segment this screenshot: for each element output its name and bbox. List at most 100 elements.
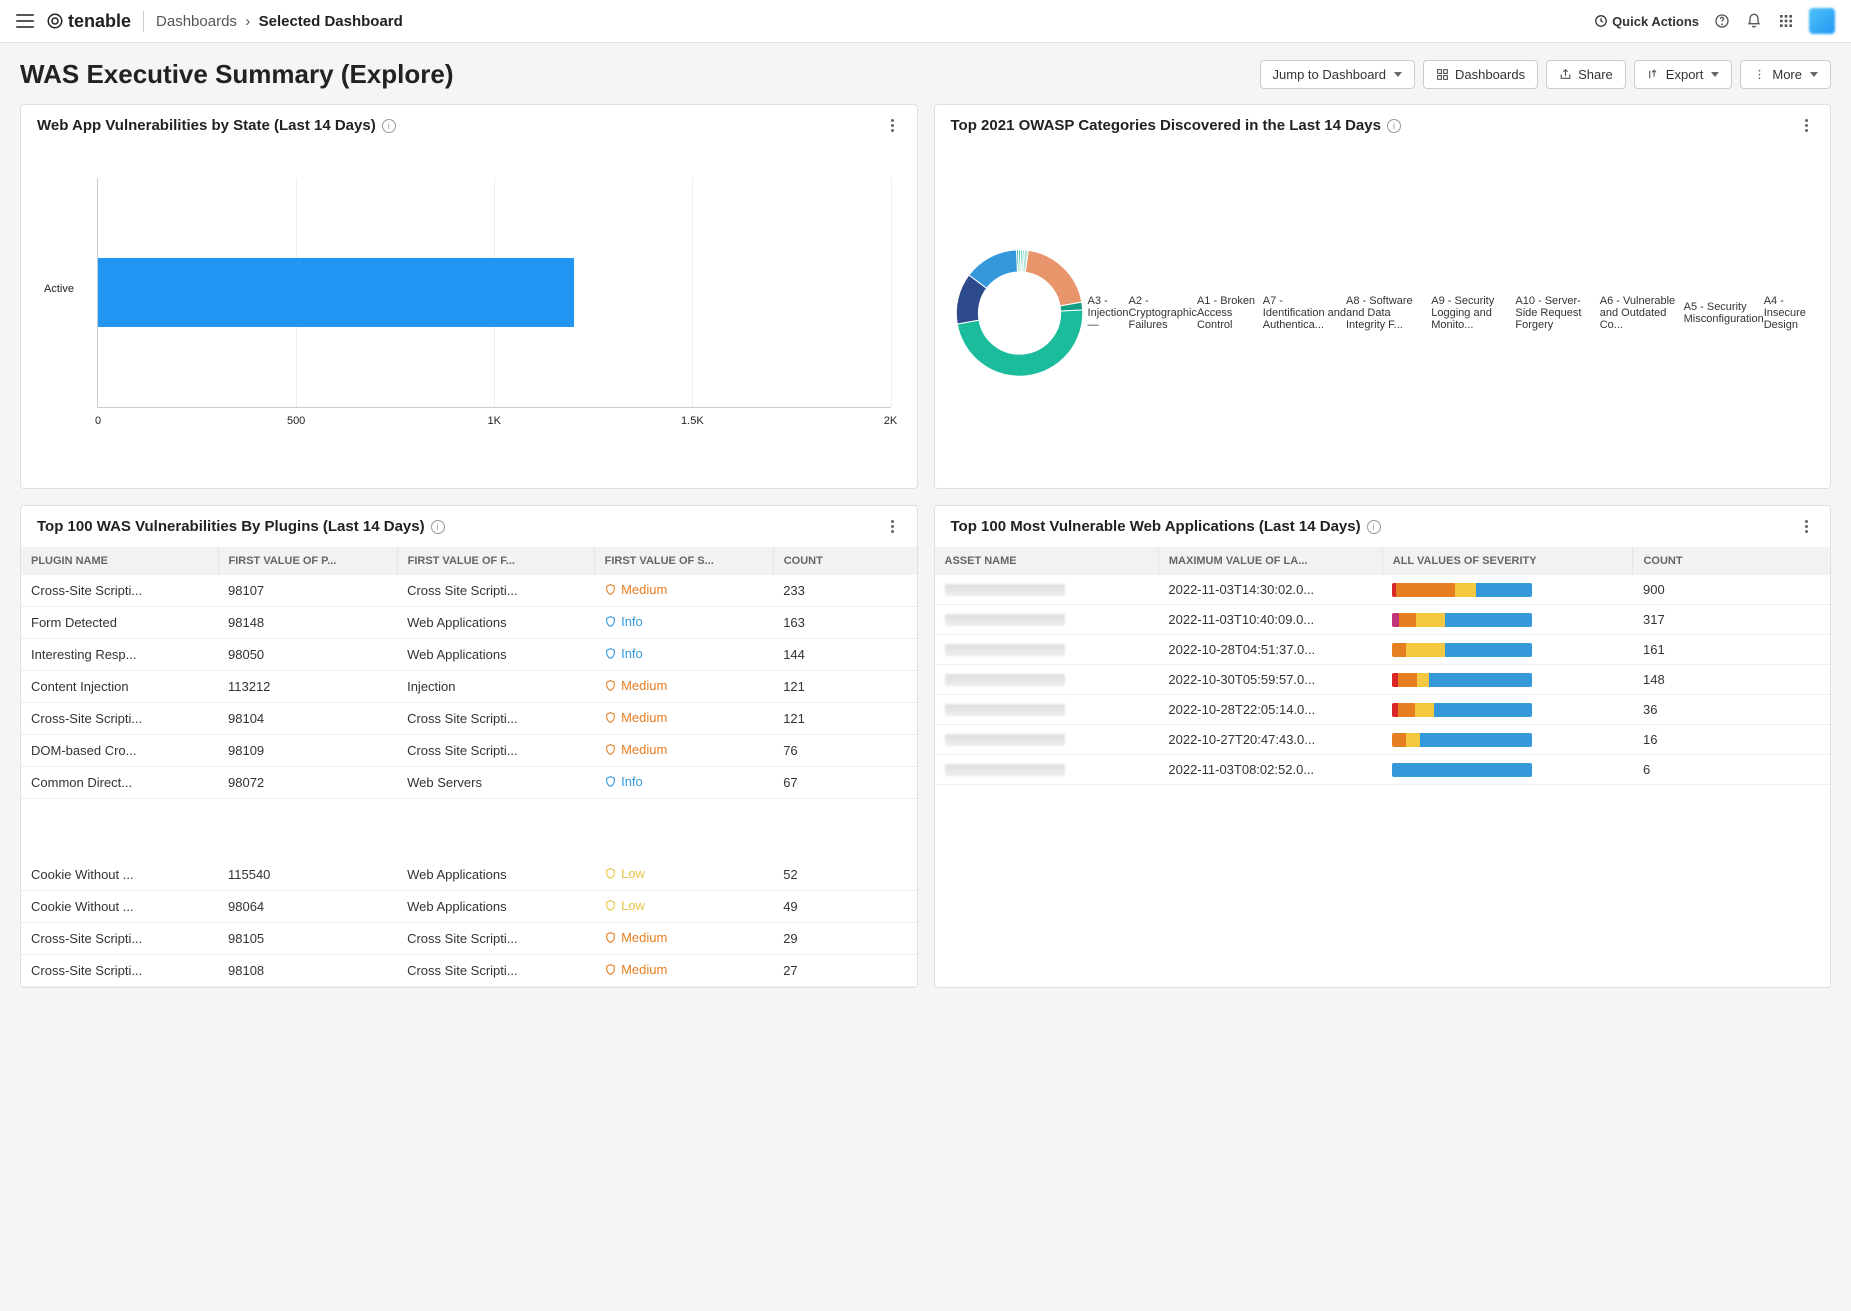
table-row[interactable]: Cross-Site Scripti...98108Cross Site Scr… (21, 954, 917, 986)
asset-name-redacted (945, 734, 1065, 746)
info-icon[interactable]: i (431, 520, 445, 534)
table-row[interactable]: 2022-10-28T22:05:14.0...36 (935, 695, 1831, 725)
clock-icon (1594, 14, 1608, 28)
jump-to-dashboard-button[interactable]: Jump to Dashboard (1260, 60, 1415, 89)
severity-badge: Medium (604, 930, 667, 945)
column-header[interactable]: FIRST VALUE OF F... (397, 547, 594, 575)
table-row[interactable]: 2022-10-27T20:47:43.0...16 (935, 725, 1831, 755)
severity-bar (1392, 763, 1532, 777)
shield-icon (604, 679, 617, 692)
shield-icon (604, 711, 617, 724)
column-header[interactable]: ASSET NAME (935, 547, 1159, 575)
logo-text: tenable (68, 11, 131, 32)
apps-icon[interactable] (1777, 12, 1795, 30)
table-row[interactable]: Cookie Without ...115540Web Applications… (21, 859, 917, 891)
shield-icon (604, 931, 617, 944)
quick-actions-label: Quick Actions (1612, 14, 1699, 29)
severity-bar (1392, 613, 1532, 627)
logo-icon (46, 12, 64, 30)
help-icon[interactable] (1713, 12, 1731, 30)
severity-badge: Medium (604, 710, 667, 725)
info-icon[interactable]: i (1367, 520, 1381, 534)
info-icon[interactable]: i (1387, 119, 1401, 133)
table-row[interactable]: Form Detected98148Web ApplicationsInfo16… (21, 607, 917, 639)
asset-name-redacted (945, 764, 1065, 776)
info-icon[interactable]: i (382, 119, 396, 133)
severity-bar (1392, 673, 1532, 687)
share-button[interactable]: Share (1546, 60, 1626, 89)
column-header[interactable]: MAXIMUM VALUE OF LA... (1158, 547, 1382, 575)
column-header[interactable]: PLUGIN NAME (21, 547, 218, 575)
crumb-root[interactable]: Dashboards (156, 13, 237, 30)
card-title: Web App Vulnerabilities by State (Last 1… (37, 117, 376, 134)
export-button[interactable]: Export (1634, 60, 1733, 89)
card-title: Top 100 Most Vulnerable Web Applications… (951, 518, 1361, 535)
crumb-leaf: Selected Dashboard (259, 13, 403, 30)
menu-icon[interactable] (16, 14, 34, 28)
column-header[interactable]: ALL VALUES OF SEVERITY (1382, 547, 1633, 575)
table-row[interactable]: Cookie Without ...98064Web ApplicationsL… (21, 890, 917, 922)
dashboards-button[interactable]: Dashboards (1423, 60, 1538, 89)
card-title: Top 100 WAS Vulnerabilities By Plugins (… (37, 518, 425, 535)
logo[interactable]: tenable (46, 11, 144, 32)
page-header: WAS Executive Summary (Explore) Jump to … (20, 59, 1831, 90)
shield-icon (604, 743, 617, 756)
card-menu-icon[interactable] (1798, 520, 1814, 533)
table-row[interactable]: Common Direct...98072Web ServersInfo67 (21, 767, 917, 799)
severity-badge: Medium (604, 582, 667, 597)
table-row[interactable]: 2022-11-03T10:40:09.0...317 (935, 605, 1831, 635)
page-title: WAS Executive Summary (Explore) (20, 59, 1252, 90)
table-row[interactable]: Cross-Site Scripti...98104Cross Site Scr… (21, 703, 917, 735)
column-header[interactable]: COUNT (1633, 547, 1830, 575)
shield-icon (604, 867, 617, 880)
share-icon (1559, 68, 1572, 81)
shield-icon (604, 899, 617, 912)
severity-badge: Low (604, 898, 645, 913)
table-row[interactable]: Interesting Resp...98050Web Applications… (21, 639, 917, 671)
chevron-down-icon (1810, 72, 1818, 77)
chevron-down-icon (1394, 72, 1402, 77)
severity-badge: Low (604, 866, 645, 881)
severity-badge: Info (604, 774, 643, 789)
card-menu-icon[interactable] (1798, 119, 1814, 132)
column-header[interactable]: COUNT (773, 547, 916, 575)
card-title: Top 2021 OWASP Categories Discovered in … (951, 117, 1381, 134)
severity-badge: Medium (604, 962, 667, 977)
bar-chart: 05001K1.5K2KActive (97, 178, 891, 408)
bell-icon[interactable] (1745, 12, 1763, 30)
asset-name-redacted (945, 644, 1065, 656)
card-owasp-categories: Top 2021 OWASP Categories Discovered in … (934, 104, 1832, 489)
asset-name-redacted (945, 704, 1065, 716)
table-row[interactable]: 2022-11-03T14:30:02.0...900 (935, 575, 1831, 605)
card-vulns-by-state: Web App Vulnerabilities by State (Last 1… (20, 104, 918, 489)
severity-bar (1392, 733, 1532, 747)
avatar[interactable] (1809, 8, 1835, 34)
asset-name-redacted (945, 674, 1065, 686)
card-menu-icon[interactable] (885, 520, 901, 533)
card-menu-icon[interactable] (885, 119, 901, 132)
column-header[interactable]: FIRST VALUE OF P... (218, 547, 397, 575)
severity-badge: Medium (604, 678, 667, 693)
table-row[interactable]: 2022-11-03T08:02:52.0...6 (935, 755, 1831, 785)
more-button[interactable]: More (1740, 60, 1831, 89)
shield-icon (604, 615, 617, 628)
table-row[interactable]: Cross-Site Scripti...98105Cross Site Scr… (21, 922, 917, 954)
table-row[interactable]: 2022-10-30T05:59:57.0...148 (935, 665, 1831, 695)
column-header[interactable]: FIRST VALUE OF S... (594, 547, 773, 575)
apps-table: ASSET NAMEMAXIMUM VALUE OF LA...ALL VALU… (935, 547, 1831, 785)
breadcrumb: Dashboards › Selected Dashboard (156, 13, 403, 30)
plugins-table: PLUGIN NAMEFIRST VALUE OF P...FIRST VALU… (21, 547, 917, 987)
severity-bar (1392, 703, 1532, 717)
shield-icon (604, 963, 617, 976)
severity-badge: Medium (604, 742, 667, 757)
table-row[interactable]: 2022-10-28T04:51:37.0...161 (935, 635, 1831, 665)
severity-bar (1392, 643, 1532, 657)
table-row[interactable]: Cross-Site Scripti...98107Cross Site Scr… (21, 575, 917, 607)
table-row[interactable]: Content Injection113212InjectionMedium12… (21, 671, 917, 703)
grid-icon (1436, 68, 1449, 81)
table-row[interactable]: DOM-based Cro...98109Cross Site Scripti.… (21, 735, 917, 767)
export-icon (1647, 68, 1660, 81)
severity-badge: Info (604, 614, 643, 629)
quick-actions-button[interactable]: Quick Actions (1594, 14, 1699, 29)
chevron-down-icon (1711, 72, 1719, 77)
